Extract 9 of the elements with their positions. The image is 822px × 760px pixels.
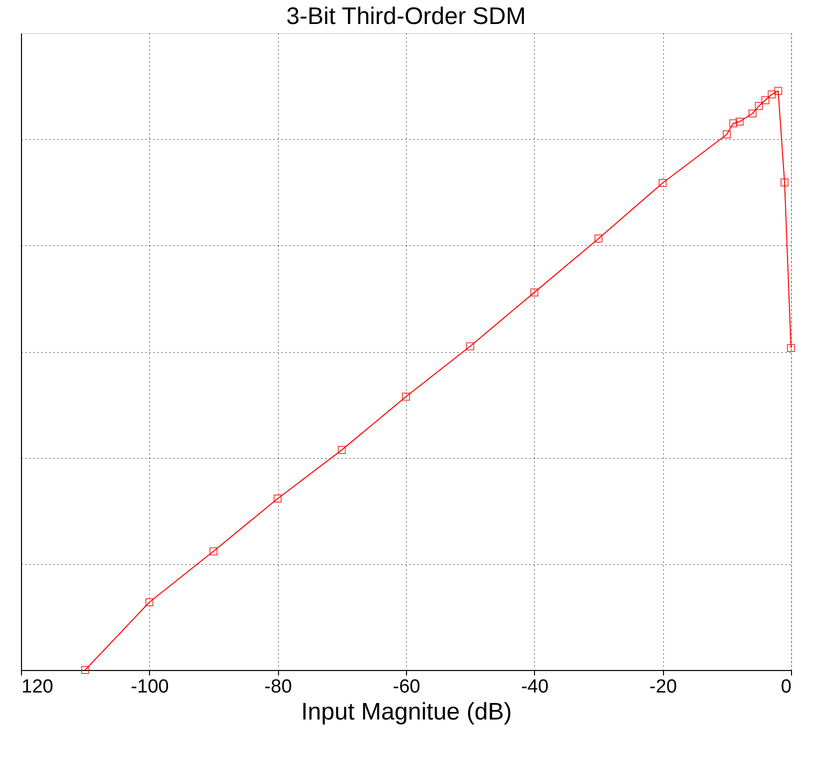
- x-tick-label: -100: [130, 676, 169, 698]
- x-tick-label: -60: [392, 676, 420, 698]
- x-tick-label: -20: [649, 676, 677, 698]
- x-tick-label: -40: [521, 676, 549, 698]
- chart-title: 3-Bit Third-Order SDM: [286, 3, 526, 30]
- x-tick-label: 0: [780, 676, 792, 698]
- x-tick-label: 120: [22, 676, 54, 698]
- x-tick-label: -80: [264, 676, 292, 698]
- x-axis-title: Input Magnitue (dB): [301, 698, 512, 726]
